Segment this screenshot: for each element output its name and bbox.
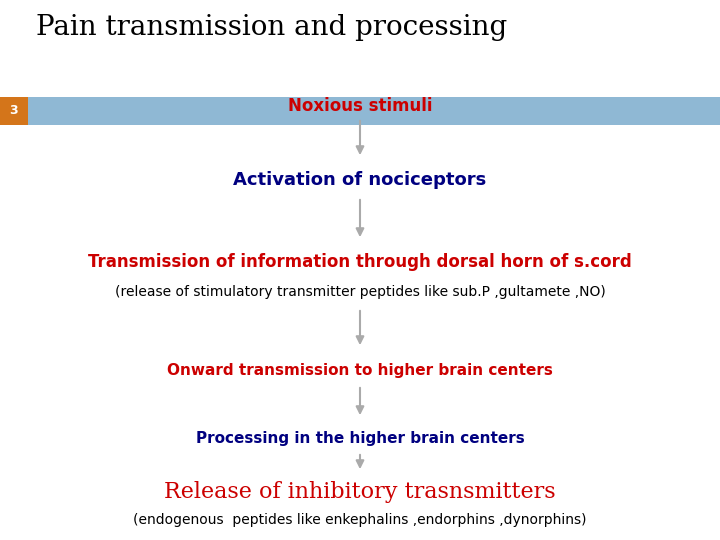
- Text: Transmission of information through dorsal horn of s.cord: Transmission of information through dors…: [88, 253, 632, 271]
- Text: Activation of nociceptors: Activation of nociceptors: [233, 171, 487, 189]
- Text: Noxious stimuli: Noxious stimuli: [288, 97, 432, 115]
- Text: Onward transmission to higher brain centers: Onward transmission to higher brain cent…: [167, 362, 553, 377]
- Text: Pain transmission and processing: Pain transmission and processing: [36, 14, 508, 41]
- Text: (release of stimulatory transmitter peptides like sub.P ,gultamete ,NO): (release of stimulatory transmitter pept…: [114, 285, 606, 299]
- Text: 3: 3: [9, 105, 18, 118]
- Text: Processing in the higher brain centers: Processing in the higher brain centers: [196, 430, 524, 445]
- Bar: [0, 97, 28, 125]
- Bar: [0, 97, 720, 125]
- Text: (endogenous  peptides like enkephalins ,endorphins ,dynorphins): (endogenous peptides like enkephalins ,e…: [133, 513, 587, 527]
- Text: Release of inhibitory trasnsmitters: Release of inhibitory trasnsmitters: [164, 481, 556, 503]
